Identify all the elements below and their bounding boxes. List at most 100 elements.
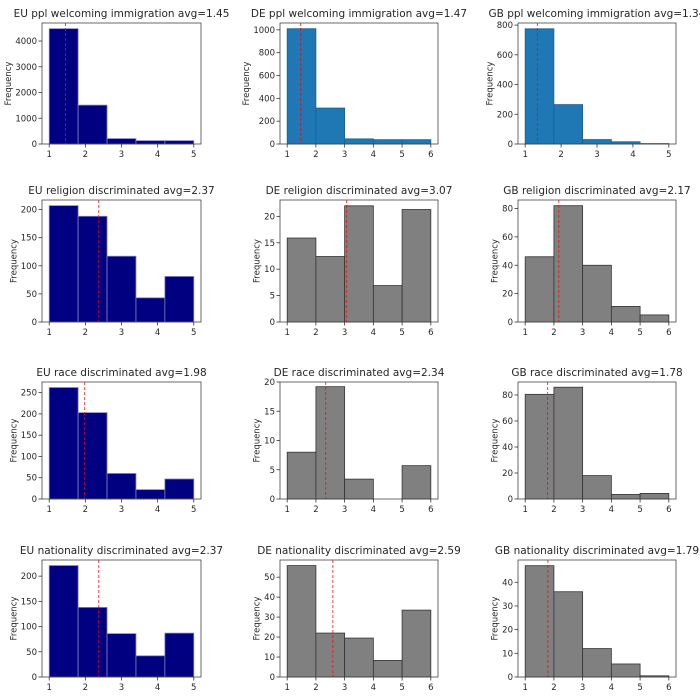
histogram-bar [553,104,584,145]
x-tick-label: 2 [313,505,318,515]
y-tick-label: 0 [508,495,513,505]
y-tick-label: 0 [508,673,513,683]
y-tick-label: 200 [21,206,37,216]
histogram-bar [77,607,108,678]
y-tick-label: 50 [26,474,37,484]
y-axis-label: Frequency [491,239,501,283]
histogram-bar [372,285,403,323]
x-tick-label: 3 [580,683,585,693]
y-tick-label: 3000 [15,63,37,73]
subplot-title: GB race discriminated avg=1.78 [511,367,682,379]
subplot-title: DE ppl welcoming immigration avg=1.47 [251,8,467,20]
subplot-de-religion: 1 2 3 4 5 6 0 5 10 15 20 DE religion discriminated … [253,185,453,338]
x-tick-label: 5 [191,683,196,693]
x-tick-label: 4 [609,328,614,338]
histogram-bar [286,28,317,145]
x-tick-label: 4 [155,505,160,515]
subplot-title: DE religion discriminated avg=3.07 [266,185,453,197]
histogram-bar [164,276,195,323]
y-tick-label: 10 [264,437,275,447]
histogram-bar [48,387,79,500]
y-axis-label: Frequency [9,239,19,283]
x-tick-label: 6 [666,683,671,693]
x-tick-label: 6 [428,150,433,160]
y-tick-label: 1000 [15,114,37,124]
y-tick-label: 0 [270,140,275,150]
x-tick-label: 1 [522,150,527,160]
x-tick-label: 2 [313,328,318,338]
x-tick-label: 1 [522,683,527,693]
y-axis-label: Frequency [485,62,495,106]
y-tick-label: 20 [502,626,513,636]
x-tick-label: 1 [522,505,527,515]
y-tick-label: 60 [502,233,513,243]
y-tick-label: 50 [264,573,275,583]
y-tick-label: 50 [26,290,37,300]
y-tick-label: 40 [502,578,513,588]
histogram-bar [286,451,317,500]
x-tick-label: 2 [313,683,318,693]
histogram-bar [135,489,166,500]
x-tick-label: 4 [630,150,635,160]
subplot-de-immigration: 1 2 3 4 5 6 0 200 400 600 800 1000 DE ppl welcoming … [242,8,467,160]
y-tick-label: 40 [264,593,275,603]
subplot-eu-immigration: 1 2 3 4 5 0 1000 2000 3000 4000 EU ppl welcoming i… [4,8,229,160]
y-tick-label: 50 [26,648,37,658]
x-tick-label: 2 [313,150,318,160]
histogram-bar [582,475,612,500]
x-tick-label: 3 [594,150,599,160]
y-tick-label: 20 [264,212,275,222]
axes-frame [279,559,439,678]
y-tick-label: 150 [21,234,37,244]
y-tick-label: 200 [259,117,275,127]
x-tick-label: 5 [191,328,196,338]
y-tick-label: 2000 [15,89,37,99]
y-tick-label: 15 [264,239,275,249]
x-tick-label: 5 [399,505,404,515]
histogram-bar [135,297,166,323]
x-tick-label: 4 [609,505,614,515]
y-axis-label: Frequency [253,239,263,283]
x-tick-label: 1 [47,683,52,693]
axes-frame [517,381,677,500]
subplot-title: GB nationality discriminated avg=1.79 [495,545,699,557]
histogram-bar [106,473,137,500]
axes-frame [279,199,439,323]
histogram-bar [582,139,612,145]
y-axis-label: Frequency [242,62,252,106]
y-tick-label: 10 [502,649,513,659]
x-tick-label: 4 [371,150,376,160]
x-tick-label: 5 [637,683,642,693]
x-tick-label: 3 [119,150,124,160]
histogram-bar [106,138,137,145]
subplot-title: EU ppl welcoming immigration avg=1.45 [14,8,230,20]
y-tick-label: 0 [508,140,513,150]
y-tick-label: 1000 [253,26,275,36]
axes-frame [517,559,677,678]
x-tick-label: 1 [284,150,289,160]
histogram-bar [77,412,108,500]
subplot-title: GB religion discriminated avg=2.17 [503,185,690,197]
y-tick-label: 400 [497,81,513,91]
x-tick-label: 2 [551,683,556,693]
y-axis-label: Frequency [253,419,263,463]
histogram-bar [524,256,555,323]
y-tick-label: 0 [32,673,37,683]
histogram-bar [582,648,612,678]
histogram-bar [48,28,79,145]
x-tick-label: 5 [191,150,196,160]
x-tick-label: 4 [371,328,376,338]
y-tick-label: 600 [497,51,513,61]
y-axis-label: Frequency [9,419,19,463]
x-tick-label: 3 [119,505,124,515]
y-tick-label: 0 [32,495,37,505]
histogram-bar [315,386,346,500]
x-tick-label: 4 [155,683,160,693]
x-tick-label: 4 [371,505,376,515]
x-tick-label: 5 [191,505,196,515]
